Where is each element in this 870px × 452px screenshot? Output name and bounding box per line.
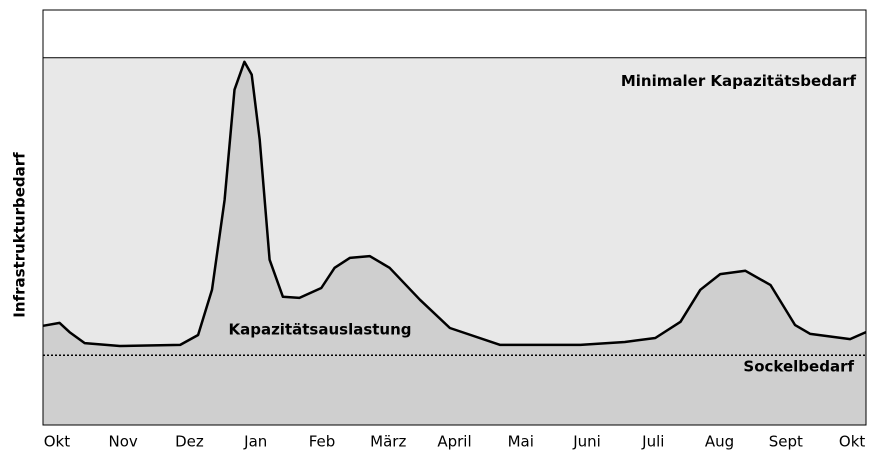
- x-tick-label: Jan: [243, 433, 267, 451]
- capacity-label: Minimaler Kapazitätsbedarf: [621, 72, 857, 90]
- x-tick-label: Juni: [572, 433, 601, 451]
- x-tick-label: Okt: [839, 433, 865, 451]
- x-tick-label: Mai: [508, 433, 534, 451]
- x-tick-label: Feb: [309, 433, 336, 451]
- area-line: [42, 60, 867, 348]
- x-tick-label: Aug: [705, 433, 734, 451]
- plot-frame: [42, 9, 867, 426]
- x-tick-label: Dez: [175, 433, 204, 451]
- area-label: Kapazitätsauslastung: [228, 321, 411, 339]
- x-tick-label: Sept: [769, 433, 803, 451]
- x-tick-label: Okt: [44, 433, 70, 451]
- y-axis-label: Infrastrukturbedarf: [11, 152, 29, 318]
- area-fill: [43, 61, 866, 426]
- x-tick-label: April: [437, 433, 471, 451]
- x-tick-label: März: [370, 433, 406, 451]
- baseline-label: Sockelbedarf: [743, 358, 854, 376]
- x-tick-label: Nov: [109, 433, 138, 451]
- x-tick-label: Juli: [641, 433, 664, 451]
